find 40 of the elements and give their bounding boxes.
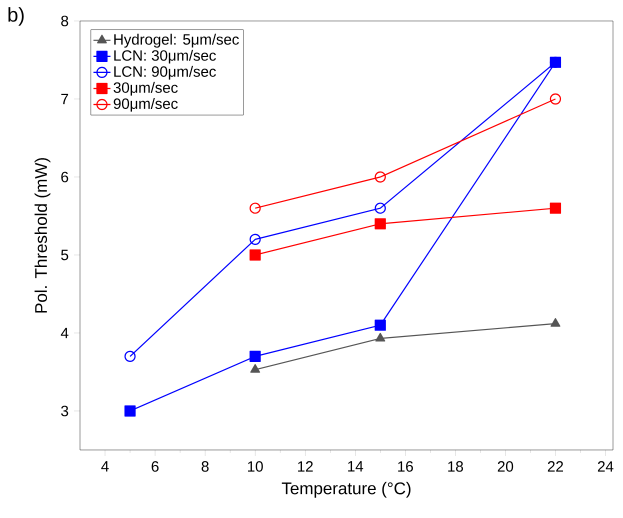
x-tick-label: 4: [101, 461, 109, 472]
point: [250, 350, 261, 362]
x-tick-label: 24: [598, 461, 614, 472]
legend-label: 90μm/sec: [114, 98, 178, 112]
x-axis-title: Temperature (°C): [282, 482, 410, 498]
y-axis-title: Pol. Threshold (mW): [34, 158, 50, 313]
y-tick-label: 5: [61, 250, 68, 260]
x-tick-label: 22: [548, 461, 564, 472]
y-tick-label: 8: [61, 16, 68, 26]
point: [250, 364, 260, 373]
text: b): [8, 7, 24, 26]
point: [374, 202, 386, 214]
x-tick-label: 6: [152, 461, 159, 472]
y-tick-label: 4: [60, 328, 68, 338]
x-tick-label: 12: [298, 461, 313, 472]
y-tick-label: 7: [61, 94, 68, 104]
legend-label: LCN: 90μm/sec: [114, 66, 216, 80]
point: [124, 350, 136, 362]
y-tick-label: 6: [61, 172, 68, 182]
x-tick-label: 18: [448, 461, 464, 472]
point: [250, 249, 261, 261]
legend-label: LCN: 30μm/sec: [114, 50, 216, 64]
point: [250, 202, 261, 214]
point: [374, 320, 386, 331]
point: [550, 202, 562, 214]
x-tick-label: 20: [498, 461, 514, 472]
point: [550, 318, 560, 327]
point: [250, 234, 261, 245]
legend-label: 30μm/sec: [114, 82, 178, 96]
point: [124, 405, 136, 417]
x-tick-label: 16: [398, 461, 413, 472]
legend-label: Hydrogel: 5μm/sec: [114, 34, 239, 48]
x-tick-label: 14: [348, 461, 364, 472]
point: [374, 171, 386, 183]
point: [550, 93, 562, 105]
point: [375, 332, 386, 342]
x-tick-label: 8: [202, 461, 209, 472]
point: [374, 218, 386, 230]
x-tick-label: 10: [248, 461, 263, 472]
y-tick-label: 3: [61, 406, 68, 416]
